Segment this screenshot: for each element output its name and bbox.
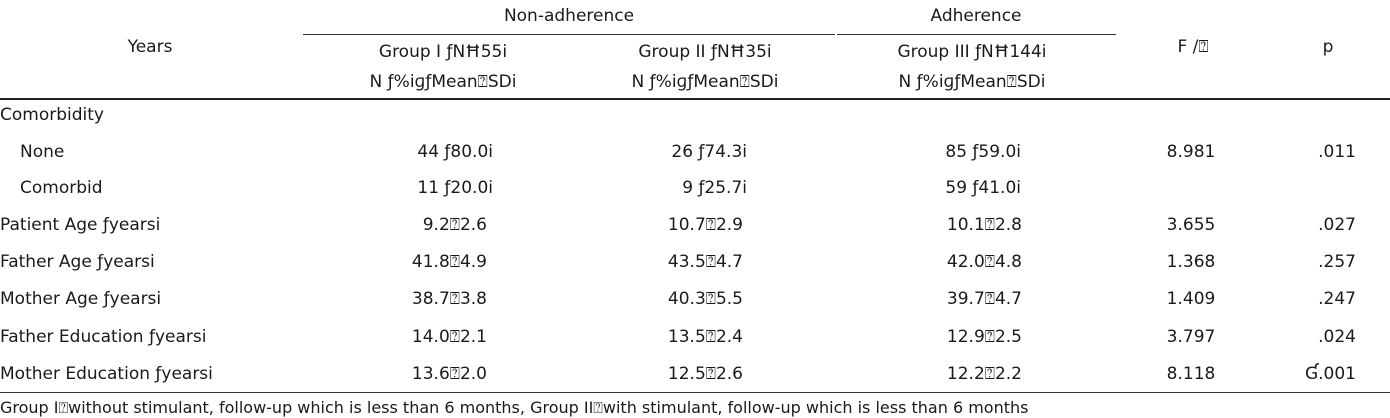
- nonadherence-spanner-rule: [303, 34, 835, 35]
- cell-patient-age-f: 3.655: [1166, 215, 1216, 235]
- group3-subheader: N ƒ%iɡƒMean⍰SDi: [898, 72, 1046, 92]
- cell-father-education-group3: 12.9⍰2.5: [946, 327, 1022, 347]
- cell-father-age-p: .257: [1318, 252, 1356, 272]
- header-adherence: Adherence: [930, 6, 1022, 26]
- row-label-none: None: [20, 142, 65, 162]
- cell-none-p: .011: [1318, 142, 1356, 162]
- row-label-comorbidity: Comorbidity: [0, 105, 104, 125]
- cell-mother-education-f: 8.118: [1166, 364, 1216, 384]
- cell-father-education-group2: 13.5⍰2.4: [667, 327, 743, 347]
- row-label-mother-education: Mother Education ƒyearsi: [0, 364, 213, 384]
- cell-mother-age-group1: 38.7⍰3.8: [411, 289, 487, 309]
- cell-comorbid-group1: 11 ƒ20.0i: [417, 178, 493, 198]
- cell-mother-age-group3: 39.7⍰4.7: [946, 289, 1022, 309]
- cell-mother-age-f: 1.409: [1166, 289, 1216, 309]
- header-years: Years: [127, 37, 173, 57]
- cell-father-age-f: 1.368: [1166, 252, 1216, 272]
- adherence-spanner-rule: [837, 34, 1116, 35]
- cell-patient-age-group2: 10.7⍰2.9: [667, 215, 743, 235]
- cell-none-group2: 26 ƒ74.3i: [671, 142, 747, 162]
- cell-mother-age-group2: 40.3⍰5.5: [667, 289, 743, 309]
- cell-patient-age-group1: 9.2⍰2.6: [422, 215, 487, 235]
- cell-mother-education-group1: 13.6⍰2.0: [411, 364, 487, 384]
- table-footnote: Group I⍰without stimulant, follow-up whi…: [0, 398, 1029, 417]
- cell-none-f: 8.981: [1166, 142, 1216, 162]
- row-label-father-education: Father Education ƒyearsi: [0, 327, 207, 347]
- cell-father-education-p: .024: [1318, 327, 1356, 347]
- group2-subheader: N ƒ%iɡƒMean⍰SDi: [631, 72, 779, 92]
- row-label-comorbid: Comorbid: [20, 178, 103, 198]
- row-label-patient-age: Patient Age ƒyearsi: [0, 215, 161, 235]
- cell-father-age-group3: 42.0⍰4.8: [946, 252, 1022, 272]
- header-nonadherence: Non-adherence: [503, 6, 635, 26]
- cell-mother-education-group2: 12.5⍰2.6: [667, 364, 743, 384]
- cell-none-group1: 44 ƒ80.0i: [417, 142, 493, 162]
- group3-header: Group III ƒNĦ144i: [897, 42, 1047, 62]
- row-label-mother-age: Mother Age ƒyearsi: [0, 289, 162, 309]
- cell-comorbid-group2: 9 ƒ25.7i: [682, 178, 747, 198]
- group1-subheader: N ƒ%iɡƒMean⍰SDi: [369, 72, 517, 92]
- header-f-statistic: F /⍰: [1177, 37, 1209, 57]
- cell-father-education-f: 3.797: [1166, 327, 1216, 347]
- cell-mother-age-p: .247: [1318, 289, 1356, 309]
- cell-mother-education-p: Ɠ.001: [1304, 364, 1356, 384]
- header-p-value: p: [1322, 37, 1334, 57]
- cell-patient-age-p: .027: [1318, 215, 1356, 235]
- group1-header: Group I ƒNĦ55i: [378, 42, 508, 62]
- header-bottom-rule: [0, 98, 1390, 100]
- table-bottom-rule: [0, 392, 1390, 393]
- group2-header: Group II ƒNĦ35i: [638, 42, 772, 62]
- cell-none-group3: 85 ƒ59.0i: [945, 142, 1021, 162]
- cell-father-age-group1: 41.8⍰4.9: [411, 252, 487, 272]
- cell-father-age-group2: 43.5⍰4.7: [667, 252, 743, 272]
- row-label-father-age: Father Age ƒyearsi: [0, 252, 155, 272]
- cell-comorbid-group3: 59 ƒ41.0i: [945, 178, 1021, 198]
- cell-patient-age-group3: 10.1⍰2.8: [946, 215, 1022, 235]
- cell-father-education-group1: 14.0⍰2.1: [411, 327, 487, 347]
- cell-mother-education-group3: 12.2⍰2.2: [946, 364, 1022, 384]
